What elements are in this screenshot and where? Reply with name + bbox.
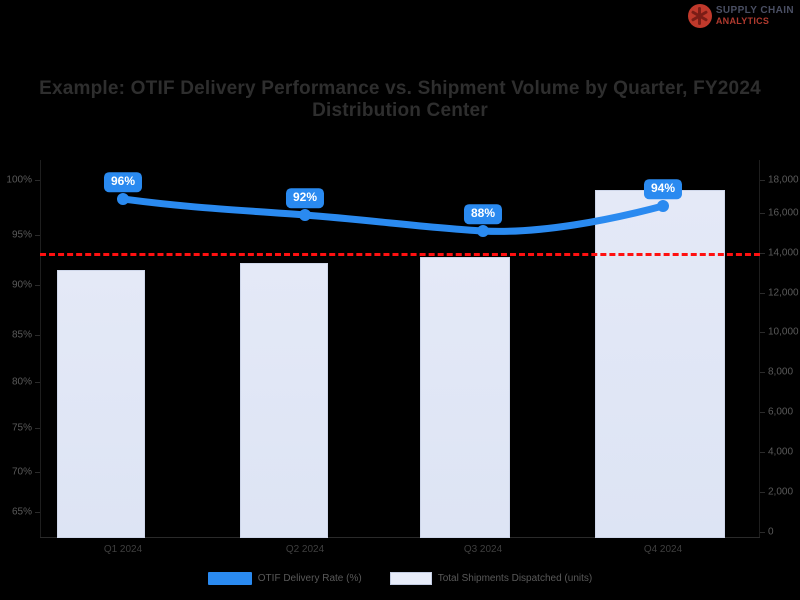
right-axis-tick-label: 6,000: [768, 406, 794, 418]
line-point-q4: [657, 200, 669, 212]
left-tick: [35, 180, 40, 181]
right-axis-tick-label: 14,000: [768, 247, 799, 259]
plot-area: 100% 95% 90% 85% 80% 75% 70% 65% 18,000 …: [6, 160, 799, 555]
left-tick: [35, 472, 40, 473]
right-axis-tick-label: 16,000: [768, 207, 799, 219]
left-axis-tick-label: 85%: [11, 329, 32, 341]
left-tick: [35, 285, 40, 286]
legend-swatch-bar-icon: [389, 572, 432, 585]
left-tick: [35, 382, 40, 383]
x-axis-label-q4: Q4 2024: [643, 544, 683, 555]
line-point-q2: [299, 209, 311, 221]
left-axis-tick-label: 90%: [11, 279, 32, 291]
logo-wordmark: SUPPLY CHAIN ANALYTICS: [716, 6, 794, 26]
target-threshold-line: [40, 253, 760, 256]
left-tick: [35, 428, 40, 429]
bar-q1: [57, 270, 145, 538]
right-axis-tick-label: 18,000: [768, 174, 799, 186]
data-label-q2: 92%: [285, 188, 325, 208]
x-axis-label-q3: Q3 2024: [463, 544, 503, 555]
left-tick: [35, 235, 40, 236]
legend-label-line: OTIF Delivery Rate (%): [257, 573, 362, 584]
right-tick: [760, 452, 765, 453]
legend-item-bar[interactable]: Total Shipments Dispatched (units): [389, 572, 593, 585]
right-tick: [760, 492, 765, 493]
right-tick: [760, 412, 765, 413]
right-axis-tick-label: 10,000: [768, 326, 799, 338]
right-tick: [760, 213, 765, 214]
bar-q2: [240, 263, 328, 538]
left-tick: [35, 512, 40, 513]
right-tick: [760, 532, 765, 533]
left-axis-tick-label: 65%: [11, 506, 32, 518]
left-axis-tick-label: 70%: [11, 466, 32, 478]
left-tick: [35, 335, 40, 336]
otif-line-path: [119, 195, 667, 235]
legend-label-bar: Total Shipments Dispatched (units): [437, 573, 593, 584]
bar-q4: [595, 190, 725, 538]
data-label-q4: 94%: [643, 179, 683, 199]
logo-line-1: SUPPLY CHAIN: [715, 5, 794, 17]
legend-item-line[interactable]: OTIF Delivery Rate (%): [207, 572, 362, 585]
right-axis-line: [759, 160, 760, 538]
chart-title: Example: OTIF Delivery Performance vs. S…: [39, 78, 761, 121]
left-axis-tick-label: 80%: [11, 376, 32, 388]
data-label-q1: 96%: [103, 172, 143, 192]
right-tick: [760, 180, 765, 181]
x-axis-label-q2: Q2 2024: [285, 544, 325, 555]
right-axis-tick-label: 4,000: [768, 446, 794, 458]
right-axis-tick-label: 0: [768, 526, 774, 538]
logo-mark-icon: [687, 4, 712, 28]
left-axis-tick-label: 95%: [11, 229, 32, 241]
legend-swatch-line-icon: [207, 572, 252, 585]
data-label-q3: 88%: [463, 204, 503, 224]
left-axis-tick-label: 100%: [6, 174, 32, 186]
left-axis-tick-label: 75%: [11, 422, 32, 434]
right-tick: [760, 372, 765, 373]
right-tick: [760, 332, 765, 333]
right-tick: [760, 253, 765, 254]
line-series-svg: [117, 193, 669, 237]
x-axis-label-q1: Q1 2024: [103, 544, 143, 555]
right-axis-tick-label: 12,000: [768, 287, 799, 299]
bar-q3: [420, 257, 510, 538]
brand-logo: SUPPLY CHAIN ANALYTICS: [687, 4, 794, 28]
right-axis-tick-label: 8,000: [768, 366, 794, 378]
line-point-q1: [117, 193, 129, 205]
right-tick: [760, 293, 765, 294]
line-point-q3: [477, 225, 489, 237]
right-axis-tick-label: 2,000: [768, 486, 794, 498]
logo-line-2: ANALYTICS: [715, 15, 770, 26]
chart-legend: OTIF Delivery Rate (%) Total Shipments D…: [0, 572, 800, 585]
left-axis-line: [40, 160, 41, 538]
bottom-axis-line: [40, 537, 760, 538]
